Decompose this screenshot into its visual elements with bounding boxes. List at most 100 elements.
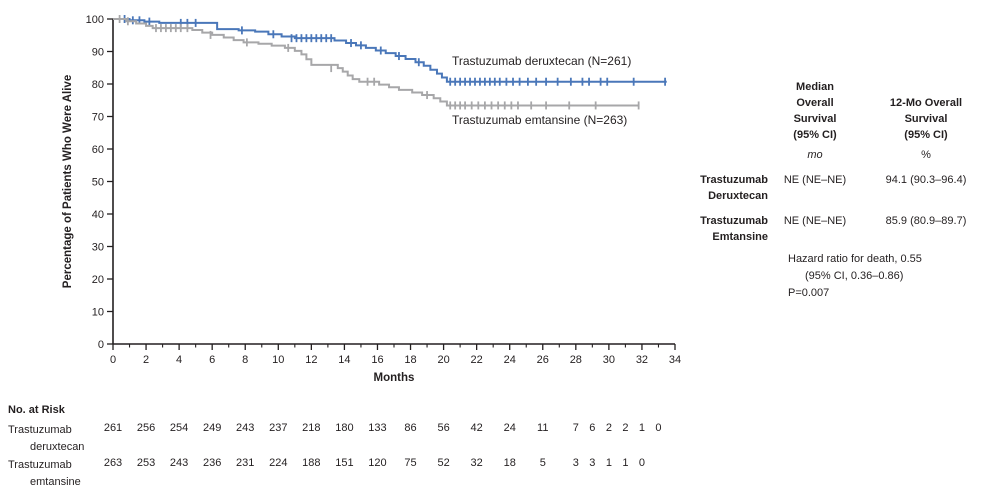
risk-count: 5 bbox=[539, 457, 546, 469]
hazard-ratio-note: Hazard ratio for death, 0.55 (95% CI, 0.… bbox=[788, 251, 983, 302]
risk-count: 243 bbox=[236, 422, 255, 434]
p-value: P=0.007 bbox=[788, 287, 830, 300]
stats-emtansine-median-os: NE (NE–NE) bbox=[783, 214, 847, 227]
x-tick-label: 28 bbox=[570, 354, 582, 366]
risk-count: 253 bbox=[136, 457, 156, 469]
risk-count: 7 bbox=[572, 422, 579, 434]
risk-count: 256 bbox=[136, 422, 156, 434]
risk-count: 0 bbox=[638, 457, 645, 469]
y-tick-label: 100 bbox=[86, 14, 104, 26]
stats-deruxtecan-median-os: NE (NE–NE) bbox=[783, 173, 847, 186]
risk-count: 237 bbox=[269, 422, 288, 434]
x-tick-label: 30 bbox=[603, 354, 615, 366]
km-curve bbox=[113, 18, 639, 107]
x-tick-label: 16 bbox=[371, 354, 383, 366]
x-tick-label: 34 bbox=[669, 354, 681, 366]
risk-count: 236 bbox=[202, 457, 222, 469]
y-tick-label: 20 bbox=[92, 274, 104, 286]
risk-count: 75 bbox=[404, 457, 417, 469]
risk-count: 120 bbox=[368, 457, 387, 469]
risk-count: 3 bbox=[572, 457, 579, 469]
x-tick-label: 12 bbox=[305, 354, 317, 366]
risk-count: 1 bbox=[622, 457, 629, 469]
risk-count: 249 bbox=[202, 422, 222, 434]
risk-label-line2: deruxtecan bbox=[30, 441, 85, 453]
risk-count: 0 bbox=[655, 422, 662, 434]
risk-count: 6 bbox=[589, 422, 596, 434]
x-tick-label: 10 bbox=[272, 354, 284, 366]
y-axis-title: Percentage of Patients Who Were Alive bbox=[62, 75, 74, 288]
y-tick-label: 70 bbox=[92, 112, 104, 124]
risk-count: 42 bbox=[470, 422, 483, 434]
risk-count: 18 bbox=[503, 457, 516, 469]
risk-count: 151 bbox=[335, 457, 354, 469]
risk-label-line2: emtansine bbox=[30, 476, 81, 486]
risk-count: 261 bbox=[103, 422, 123, 434]
stats-col2-header: 12-Mo Overall Survival (95% CI) bbox=[889, 96, 963, 141]
y-tick-label: 40 bbox=[92, 209, 104, 221]
risk-count: 24 bbox=[503, 422, 516, 434]
risk-count: 188 bbox=[302, 457, 321, 469]
stats-deruxtecan-12mo-os: 94.1 (90.3–96.4) bbox=[885, 173, 967, 186]
x-tick-label: 2 bbox=[143, 354, 149, 366]
risk-count: 2 bbox=[605, 422, 612, 434]
y-tick-label: 10 bbox=[92, 307, 104, 319]
x-tick-label: 18 bbox=[404, 354, 416, 366]
risk-count: 1 bbox=[638, 422, 645, 434]
x-tick-label: 26 bbox=[537, 354, 549, 366]
risk-count: 133 bbox=[368, 422, 387, 434]
risk-count: 224 bbox=[269, 457, 288, 469]
risk-count: 2 bbox=[622, 422, 629, 434]
curve-label-emtansine: Trastuzumab emtansine (N=263) bbox=[452, 113, 628, 127]
risk-count: 52 bbox=[437, 457, 450, 469]
stats-units-spacer bbox=[656, 144, 768, 164]
risk-count: 218 bbox=[302, 422, 321, 434]
risk-count: 263 bbox=[103, 457, 123, 469]
risk-count: 86 bbox=[404, 422, 417, 434]
risk-count: 180 bbox=[335, 422, 354, 434]
x-tick-label: 22 bbox=[471, 354, 483, 366]
risk-count: 254 bbox=[169, 422, 189, 434]
y-tick-label: 60 bbox=[92, 144, 104, 156]
stats-col1-header: Median Overall Survival (95% CI) bbox=[793, 81, 837, 141]
risk-count: 231 bbox=[236, 457, 255, 469]
risk-count: 3 bbox=[589, 457, 596, 469]
risk-group-label-emtansine: Trastuzumab emtansine bbox=[8, 457, 81, 486]
risk-count: 56 bbox=[437, 422, 450, 434]
x-tick-label: 24 bbox=[504, 354, 516, 366]
stats-units-percent: % bbox=[921, 148, 931, 161]
y-tick-label: 50 bbox=[92, 177, 104, 189]
stats-emtansine-12mo-os: 85.9 (80.9–89.7) bbox=[885, 214, 967, 227]
risk-table-header: No. at Risk bbox=[8, 404, 65, 416]
x-axis-title: Months bbox=[374, 372, 415, 384]
hazard-ratio-line2: (95% CI, 0.36–0.86) bbox=[805, 270, 904, 283]
curve-label-deruxtecan: Trastuzumab deruxtecan (N=261) bbox=[452, 54, 632, 68]
stats-panel: Median Overall Survival (95% CI) 12-Mo O… bbox=[656, 80, 983, 245]
risk-label-line1: Trastuzumab bbox=[8, 424, 72, 436]
x-tick-label: 6 bbox=[209, 354, 215, 366]
y-tick-label: 90 bbox=[92, 47, 104, 59]
x-tick-label: 32 bbox=[636, 354, 648, 366]
x-tick-label: 20 bbox=[437, 354, 449, 366]
risk-group-label-deruxtecan: Trastuzumab deruxtecan bbox=[8, 422, 84, 456]
risk-count: 32 bbox=[470, 457, 483, 469]
hazard-ratio-line1: Hazard ratio for death, 0.55 bbox=[788, 253, 922, 265]
x-tick-label: 14 bbox=[338, 354, 350, 366]
y-tick-label: 0 bbox=[98, 339, 104, 351]
x-tick-label: 8 bbox=[242, 354, 248, 366]
stats-corner-spacer bbox=[656, 80, 768, 144]
risk-count: 1 bbox=[605, 457, 612, 469]
y-tick-label: 80 bbox=[92, 79, 104, 91]
risk-count: 11 bbox=[537, 422, 549, 434]
risk-label-line1: Trastuzumab bbox=[8, 459, 72, 471]
x-tick-label: 4 bbox=[176, 354, 182, 366]
stats-row-label-emtansine: Trastuzumab Emtansine bbox=[700, 214, 768, 243]
stats-row-label-deruxtecan: Trastuzumab Deruxtecan bbox=[700, 173, 768, 202]
x-tick-label: 0 bbox=[110, 354, 116, 366]
risk-count: 243 bbox=[169, 457, 189, 469]
stats-units-mo: mo bbox=[807, 148, 823, 161]
km-curve bbox=[113, 18, 667, 83]
y-tick-label: 30 bbox=[92, 242, 104, 254]
